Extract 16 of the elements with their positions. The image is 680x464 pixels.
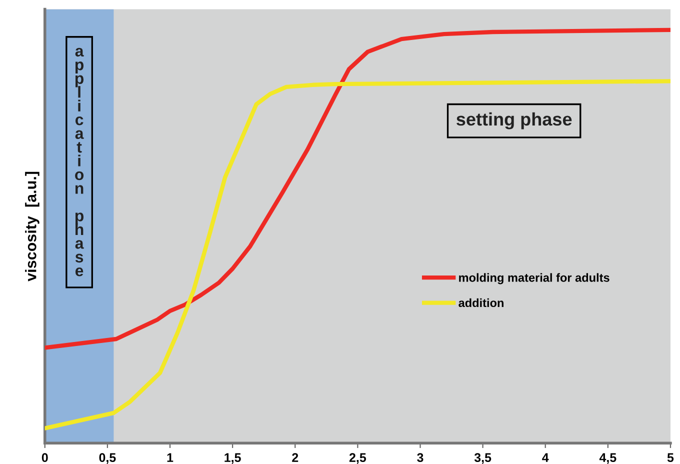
legend-label: addition <box>458 298 504 308</box>
x-tick-label: 4 <box>542 453 549 462</box>
x-tick-label: 3 <box>417 453 424 462</box>
x-tick-label: 5 <box>667 453 674 462</box>
annotation: setting phase <box>456 112 572 130</box>
x-tick-label: 4,5 <box>599 453 616 464</box>
x-tick-label: 0 <box>42 453 48 462</box>
y-axis-title: viscosity [a.u.] <box>25 172 40 282</box>
text: application phase <box>75 48 84 276</box>
legend-label: molding material for adults <box>459 273 610 284</box>
x-tick-label: 0,5 <box>99 453 116 464</box>
x-tick-label: 2,5 <box>349 453 366 464</box>
x-tick-label: 2 <box>292 453 298 462</box>
x-tick-label: 1 <box>167 453 174 462</box>
x-tick-label: 3,5 <box>474 453 492 464</box>
x-tick-label: 1,5 <box>224 453 241 464</box>
